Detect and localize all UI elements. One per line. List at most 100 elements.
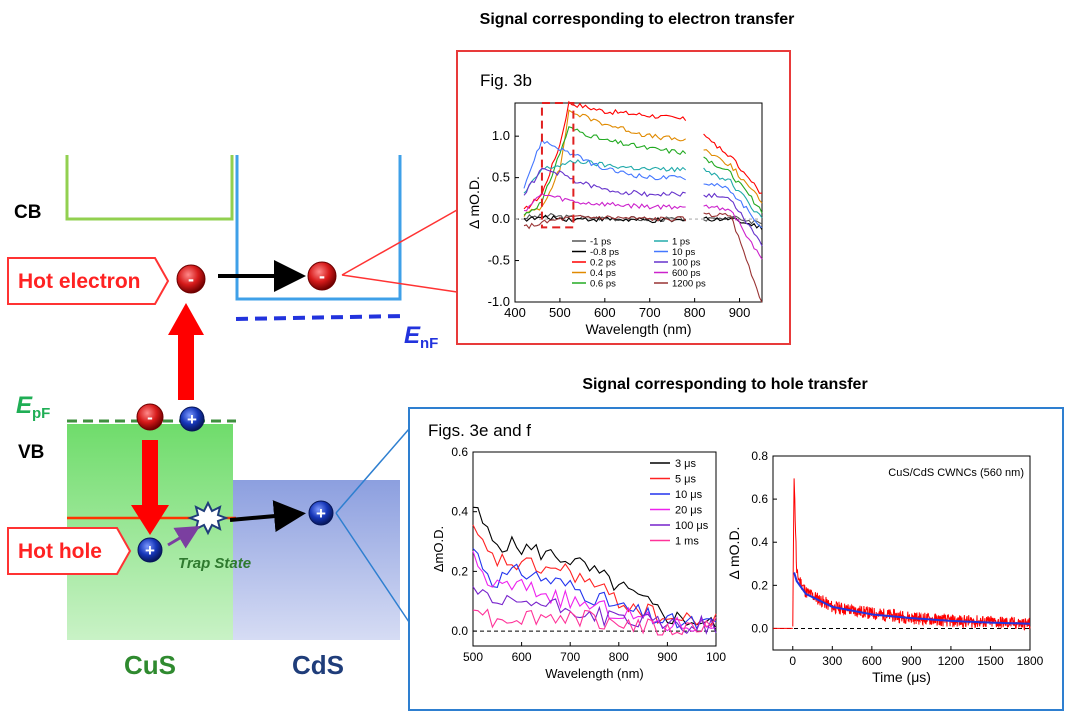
y-tick-label: 0.0 (451, 624, 468, 638)
x-tick-label: 700 (560, 650, 580, 664)
x-tick-label: 100 (706, 650, 726, 664)
y-tick-label: 0.8 (751, 449, 768, 463)
series-line-0.4ps (703, 149, 763, 204)
series-line-3μs (472, 506, 717, 630)
y-tick-label: 0.2 (751, 578, 768, 592)
series-line-100ps (523, 167, 686, 198)
energy-diagram: CB VB EnF EpF Hot electron Hot hole - - … (7, 155, 438, 680)
hot-hole-callout-box (7, 527, 132, 575)
x-tick-label: 900 (901, 654, 921, 668)
trap-state-label: Trap State (178, 555, 251, 572)
series-line-10ps (703, 182, 763, 229)
y-tick-label: 0.6 (751, 492, 768, 506)
series-line-20μs (472, 550, 717, 632)
epf-label: EpF (16, 392, 50, 422)
legend-label: 600 ps (672, 268, 701, 279)
legend-label: 1200 ps (672, 279, 706, 290)
series-line-fit (793, 572, 1031, 625)
legend-label: 10 μs (675, 489, 703, 501)
series-line-0.2ps (523, 100, 687, 210)
cds-conduction-band (235, 155, 402, 301)
hot-electron-particle: - (176, 264, 206, 294)
y-axis-label: Δ mO.D. (726, 527, 742, 580)
series-line-0.6ps (703, 156, 763, 214)
series-line-0.4ps (523, 109, 686, 217)
svg-text:-: - (147, 408, 153, 427)
enf-main: E (404, 322, 421, 349)
y-tick-label: 0.2 (451, 564, 468, 578)
legend-label: 100 μs (675, 520, 709, 532)
cds-label: CdS (292, 650, 344, 680)
y-tick-label: 0.5 (492, 170, 510, 185)
vb-electron-particle: - (136, 403, 164, 431)
x-tick-label: 600 (862, 654, 882, 668)
x-tick-label: 1200 (938, 654, 965, 668)
x-tick-label: 900 (657, 650, 677, 664)
enf-level (235, 314, 405, 321)
plot-frame (772, 455, 1031, 651)
hot-electron-arrow (168, 303, 204, 400)
y-tick-label: 0.0 (492, 211, 510, 226)
trap-arrow (167, 525, 201, 549)
epf-main: E (16, 392, 33, 419)
hot-electron-label: Hot electron (18, 270, 141, 293)
legend-label: 3 μs (675, 458, 697, 470)
legend-label: 0.4 ps (590, 268, 616, 279)
series-line-0.2ps (703, 133, 763, 194)
x-tick-label: 400 (504, 305, 526, 320)
x-tick-label: 700 (639, 305, 661, 320)
x-axis-label: Time (μs) (872, 669, 931, 685)
hole-kinetics-chart: 0 300 600 900 1200 1500 1800 0.0 0.2 0.4 0.6 0.8 Tim… (726, 449, 1044, 685)
y-tick-label: -0.5 (488, 253, 510, 268)
hole-callout-line-top (335, 428, 410, 514)
hole-figure-label: Figs. 3e and f (428, 421, 531, 440)
series-line--1ps (703, 215, 763, 225)
hole-callout-line-bottom (335, 512, 410, 623)
legend-label: 0.6 ps (590, 279, 616, 290)
x-tick-label: 900 (729, 305, 751, 320)
x-tick-label: 800 (609, 650, 629, 664)
vb-hole-particle: + (179, 406, 205, 432)
hole-transfer-arrow (229, 500, 306, 533)
legend-label: 100 ps (672, 258, 701, 269)
series-line-1200ps (523, 214, 687, 230)
electron-panel-heading: Signal corresponding to electron transfe… (480, 11, 795, 28)
series-line-0.6ps (523, 126, 687, 216)
legend-label: 10 ps (672, 247, 695, 258)
legend-label: 20 μs (675, 505, 703, 517)
epf-subscript: pF (32, 405, 50, 422)
series-line-600ps (523, 192, 686, 212)
series-line-1ps (703, 167, 763, 219)
y-tick-label: 0.4 (751, 535, 768, 549)
legend-label: 1 ms (675, 536, 699, 548)
series-line-10ps (523, 138, 686, 189)
x-axis-label: Wavelength (nm) (585, 321, 691, 337)
hot-hole-particle: + (137, 537, 163, 563)
x-axis-label: Wavelength (nm) (545, 666, 644, 681)
electron-panel-frame (456, 50, 791, 345)
y-axis-label: Δ mO.D. (466, 176, 482, 229)
x-tick-label: 300 (822, 654, 842, 668)
series-line-1ms (472, 608, 717, 636)
x-tick-label: 600 (512, 650, 532, 664)
x-tick-label: 500 (463, 650, 483, 664)
legend-label: 5 μs (675, 474, 697, 486)
y-axis-label: ΔmO.D. (431, 526, 446, 572)
y-tick-label: 1.0 (492, 128, 510, 143)
cus-label: CuS (124, 650, 176, 680)
x-tick-label: 1800 (1017, 654, 1044, 668)
svg-text:+: + (145, 541, 155, 560)
x-tick-label: 0 (789, 654, 796, 668)
electron-figure-label: Fig. 3b (480, 71, 532, 90)
legend-label: -0.8 ps (590, 247, 619, 258)
series-line-1ps (523, 159, 687, 194)
x-tick-label: 800 (684, 305, 706, 320)
vb-label: VB (18, 442, 44, 463)
x-tick-label: 500 (549, 305, 571, 320)
series-line--0.8ps (703, 216, 763, 230)
cb-label: CB (14, 202, 41, 223)
svg-text:-: - (319, 266, 325, 286)
x-tick-label: 600 (594, 305, 616, 320)
hot-hole-label: Hot hole (18, 540, 102, 563)
hot-electron-callout-box (7, 257, 170, 305)
